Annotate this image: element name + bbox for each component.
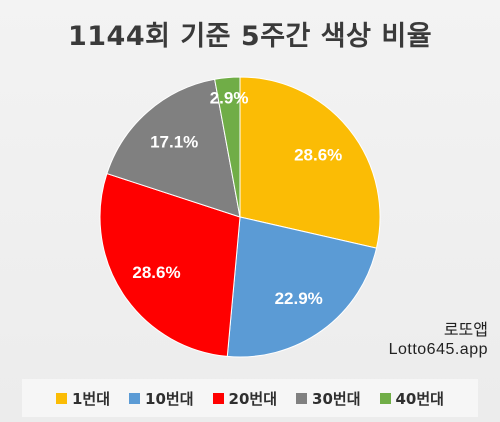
legend-item-40: 40번대	[379, 388, 444, 409]
legend-label-1: 1번대	[72, 389, 111, 408]
pie-slice-30	[106, 78, 241, 218]
legend-swatch-20	[212, 392, 224, 404]
legend-swatch-10	[129, 392, 141, 404]
legend-item-30: 30번대	[296, 388, 361, 409]
legend-label-20: 20번대	[228, 389, 278, 408]
legend-item-20: 20번대	[212, 388, 278, 409]
legend-swatch-1	[56, 392, 67, 404]
legend-item-10: 10번대	[129, 388, 194, 409]
legend-label-30: 30번대	[312, 389, 361, 408]
legend-label-10: 10번대	[145, 389, 194, 408]
chart-title: 1144회 기준 5주간 색상 비율	[67, 21, 433, 52]
pie-label-40: 2.9%	[210, 89, 249, 108]
pie-slice-20	[99, 172, 241, 357]
pie-label-10: 22.9%	[275, 289, 323, 308]
legend-swatch-40	[379, 392, 391, 404]
legend: 1번대 10번대 20번대 30번대 40번대	[22, 379, 478, 417]
pie-label-1: 28.6%	[294, 146, 342, 165]
pie-label-30: 17.1%	[150, 133, 198, 152]
watermark-site: Lotto645.app	[388, 341, 488, 358]
pie-slice-1	[239, 76, 381, 249]
pie-slice-10	[226, 216, 378, 358]
pie-slice-40	[214, 76, 241, 218]
legend-label-40: 40번대	[395, 389, 444, 408]
legend-item-1: 1번대	[56, 388, 110, 409]
pie-label-20: 28.6%	[132, 263, 180, 282]
watermark-korean: 로또앱	[443, 322, 488, 339]
legend-swatch-30	[296, 392, 308, 404]
